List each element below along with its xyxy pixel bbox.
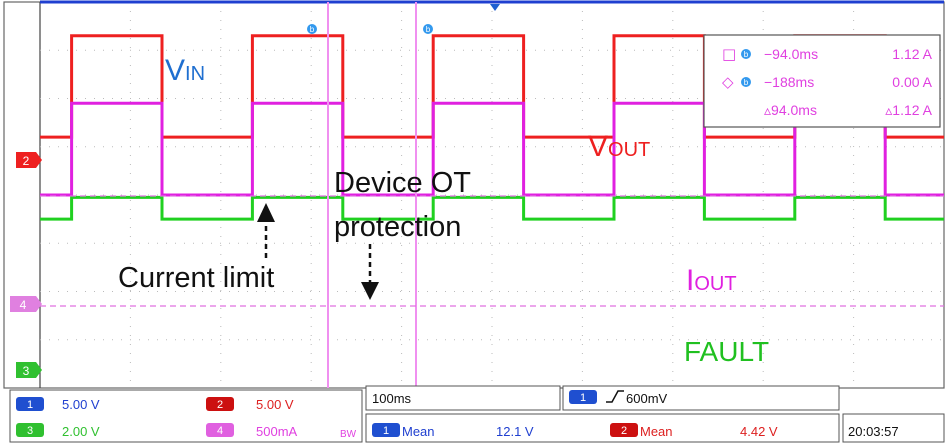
channel-2-marker[interactable]: 2 — [16, 152, 42, 168]
measurement-1-label: Mean — [402, 424, 435, 439]
ch1-scale-item[interactable]: 1 5.00 V — [16, 397, 100, 412]
annotation-device-ot-line2: protection — [334, 211, 461, 243]
ch4-scale-value: 500mA — [256, 424, 298, 439]
readout-row2-time: −188ms — [764, 74, 814, 90]
clock-panel — [842, 413, 945, 443]
svg-text:2: 2 — [621, 425, 627, 437]
trigger-panel[interactable] — [562, 385, 840, 411]
svg-text:1: 1 — [383, 425, 389, 437]
channel-3-marker[interactable]: 3 — [16, 362, 42, 378]
trace-iout — [40, 101, 944, 197]
cursor-readout-panel: □ b −94.0ms 1.12 A ◇ b −188ms 0.00 A ▵94… — [703, 34, 941, 128]
measurement-panel — [365, 413, 840, 443]
cursor-marker-a[interactable]: b — [307, 24, 317, 34]
trace-label-vout: VOUT — [588, 130, 650, 163]
svg-text:b: b — [744, 78, 749, 87]
readout-delta-time: ▵94.0ms — [764, 102, 817, 118]
ch3-scale-value: 2.00 V — [62, 424, 100, 439]
channel-4-marker[interactable]: 4 — [10, 296, 42, 312]
ch1-scale-value: 5.00 V — [62, 397, 100, 412]
trace-label-fault: FAULT — [684, 336, 769, 367]
svg-text:b: b — [744, 50, 749, 59]
measurement-1[interactable]: 1 Mean 12.1 V — [372, 423, 534, 439]
svg-text:3: 3 — [27, 425, 33, 437]
annotation-device-ot-line1: Device OT — [334, 167, 471, 199]
svg-text:3: 3 — [23, 364, 30, 378]
svg-text:2: 2 — [217, 399, 223, 411]
trace-label-vin: VIN — [165, 54, 205, 87]
readout-row2-channel-icon — [741, 77, 751, 87]
annotation-current-limit: Current limit — [118, 262, 274, 294]
measurement-1-value: 12.1 V — [496, 424, 534, 439]
readout-row2-symbol: ◇ — [722, 73, 734, 91]
readout-row1-value: 1.12 A — [892, 46, 932, 62]
readout-row1-symbol: □ — [722, 45, 736, 63]
measurement-2-label: Mean — [640, 424, 673, 439]
ch2-scale-item[interactable]: 2 5.00 V — [206, 397, 294, 412]
rising-edge-icon — [606, 390, 624, 403]
readout-row1-time: −94.0ms — [764, 46, 818, 62]
measurement-2[interactable]: 2 Mean 4.42 V — [610, 423, 778, 439]
cursor-marker-a-label: b — [310, 25, 315, 34]
trigger-channel-badge — [569, 390, 597, 404]
timebase-panel[interactable] — [365, 385, 561, 411]
readout-row2-value: 0.00 A — [892, 74, 932, 90]
svg-text:2: 2 — [23, 154, 30, 168]
channel-scale-panel — [9, 389, 363, 443]
clock-value: 20:03:57 — [848, 424, 899, 439]
readout-row1-channel-icon — [741, 49, 751, 59]
ch4-bandwidth-limit: BW — [340, 429, 357, 440]
svg-text:1: 1 — [580, 392, 586, 404]
trace-label-iout: IOUT — [686, 264, 737, 297]
trigger-position-marker[interactable] — [490, 4, 500, 11]
ch4-scale-item[interactable]: 4 500mA BW — [206, 423, 357, 440]
status-bar: 1 5.00 V 2 5.00 V 3 2.00 V 4 500mA BW 10… — [4, 385, 945, 443]
cursor-marker-b[interactable]: b — [423, 24, 433, 34]
trigger-level-value: 600mV — [626, 391, 668, 406]
svg-text:4: 4 — [217, 425, 223, 437]
svg-text:1: 1 — [27, 399, 33, 411]
current-limit-arrow — [257, 203, 275, 258]
readout-delta-value: ▵1.12 A — [885, 102, 932, 118]
timebase-value: 100ms — [372, 391, 412, 406]
cursor-marker-b-label: b — [426, 25, 431, 34]
device-ot-arrow — [361, 244, 379, 300]
svg-text:4: 4 — [20, 298, 27, 312]
trace-fault — [40, 195, 944, 221]
ch3-scale-item[interactable]: 3 2.00 V — [16, 423, 100, 439]
ch2-scale-value: 5.00 V — [256, 397, 294, 412]
measurement-2-value: 4.42 V — [740, 424, 778, 439]
